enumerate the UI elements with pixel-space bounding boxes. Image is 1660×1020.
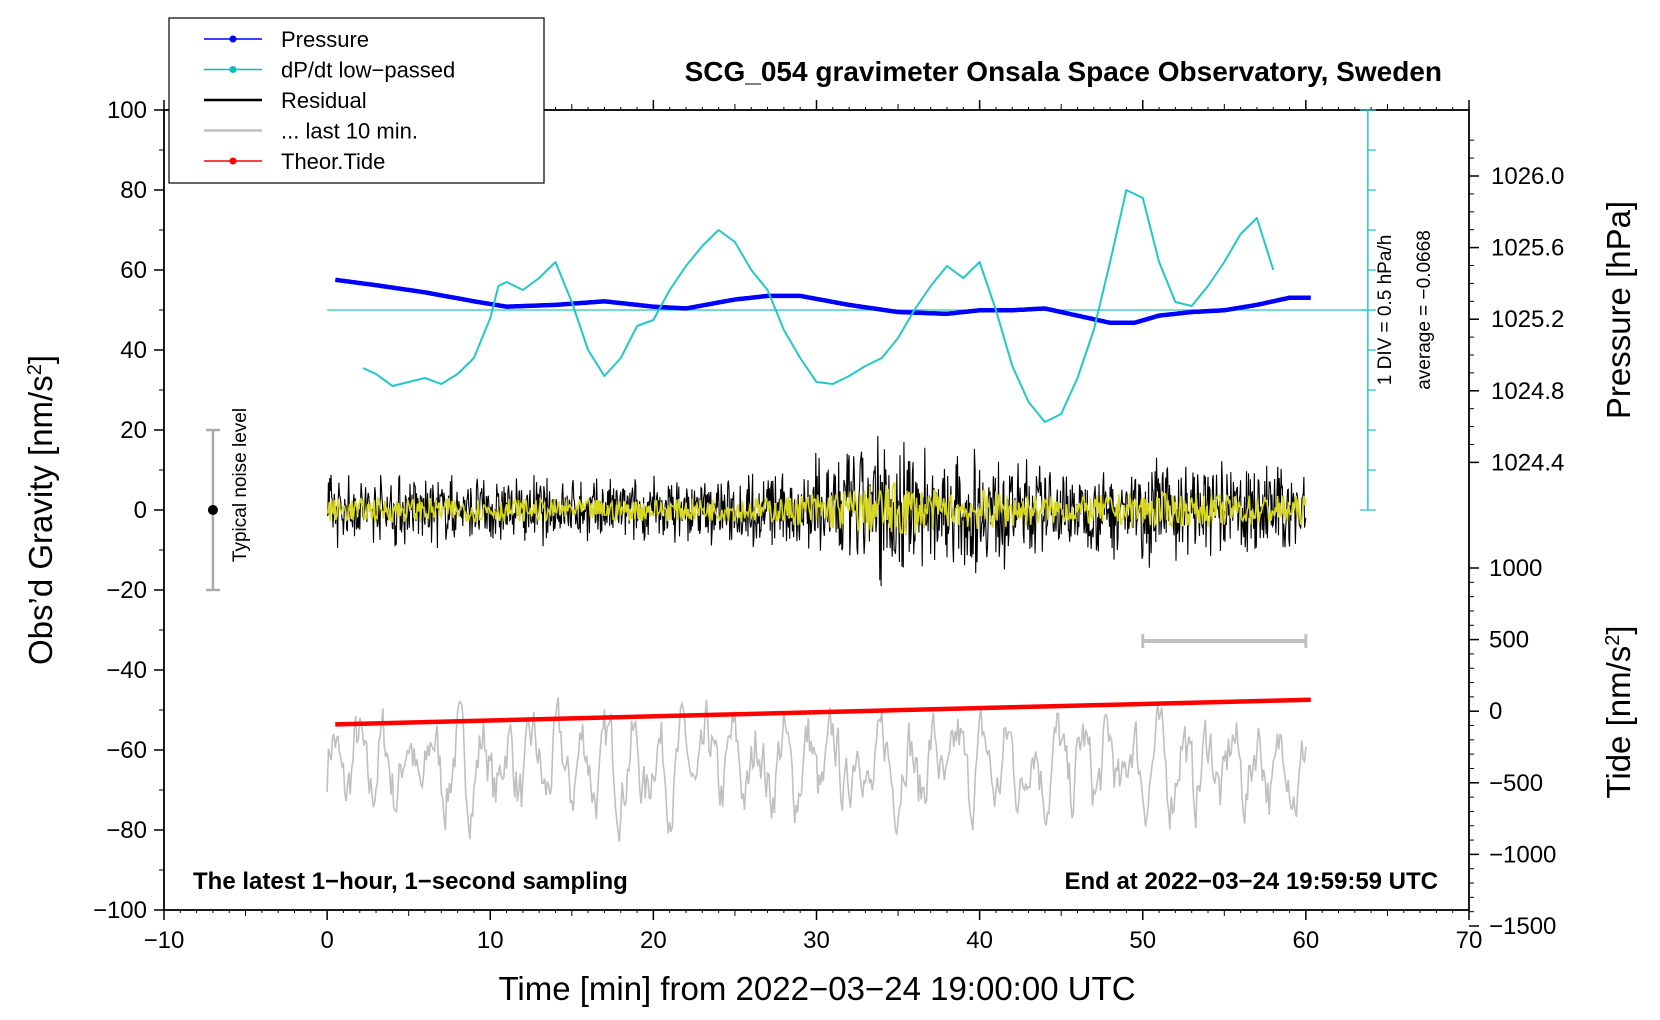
legend: Pressure dP/dt low−passed Residual ... last… bbox=[168, 17, 545, 184]
residual-smoothed-line bbox=[326, 482, 1307, 535]
series-layer bbox=[326, 189, 1368, 843]
tide-tick-label: 500 bbox=[1489, 627, 1529, 654]
y-axis-label-gravity-sup: 2 bbox=[24, 364, 46, 375]
axis-ticks: −10 0 10 20 30 40 50 60 70−100−80−60−40−20020406… bbox=[93, 97, 1564, 954]
last10-series-line bbox=[326, 697, 1307, 843]
tide-tick-label: −1500 bbox=[1489, 913, 1556, 940]
legend-marker bbox=[229, 157, 237, 165]
noise-level-label: Typical noise level bbox=[230, 408, 251, 562]
x-axis-label: Time [min] from 2022−03−24 19:00:00 UTC bbox=[498, 970, 1135, 1007]
tide-tick-label: −1000 bbox=[1489, 841, 1556, 868]
x-tick-label: 0 bbox=[320, 927, 333, 954]
tide-tick-label: 0 bbox=[1489, 698, 1502, 725]
tide-series-line bbox=[335, 697, 1311, 727]
chart-title: SCG_054 gravimeter Onsala Space Observat… bbox=[685, 56, 1442, 87]
y-axis-label-tide-sup: 2 bbox=[1602, 635, 1624, 646]
pressure-tick-label: 1025.6 bbox=[1491, 235, 1564, 262]
y-axis-label-gravity: Obs’d Gravity [nm/s2] bbox=[22, 355, 59, 665]
legend-label: Pressure bbox=[281, 27, 369, 52]
pressure-series-line bbox=[334, 277, 1312, 326]
y-tick-label: 100 bbox=[107, 97, 147, 124]
footer-right-label: End at 2022−03−24 19:59:59 UTC bbox=[1064, 868, 1438, 895]
legend-items: Pressure dP/dt low−passed Residual ... last… bbox=[204, 27, 455, 174]
y-tick-label: −40 bbox=[106, 657, 147, 684]
dpdt-average-annotation: average = −0.0668 bbox=[1414, 230, 1435, 390]
x-tick-label: 30 bbox=[803, 927, 830, 954]
legend-label: Theor.Tide bbox=[281, 149, 385, 174]
y-axis-label-gravity-end: ] bbox=[22, 355, 59, 364]
dpdt-scale-annotation: 1 DIV = 0.5 hPa/h bbox=[1375, 235, 1396, 386]
y-axis-label-pressure: Pressure [hPa] bbox=[1600, 201, 1637, 419]
pressure-tick-label: 1024.4 bbox=[1491, 449, 1564, 476]
noise-bar-center-dot bbox=[207, 505, 218, 515]
y-axis-label-tide-main: Tide [nm/s bbox=[1600, 646, 1637, 799]
y-tick-label: 60 bbox=[120, 257, 147, 284]
y-tick-label: 40 bbox=[120, 337, 147, 364]
y-tick-label: −80 bbox=[106, 817, 147, 844]
x-tick-label: 60 bbox=[1293, 927, 1320, 954]
tide-tick-label: −500 bbox=[1489, 770, 1543, 797]
y-axis-label-gravity-main: Obs’d Gravity [nm/s bbox=[22, 375, 59, 665]
y-tick-label: −60 bbox=[106, 737, 147, 764]
y-axis-label-tide: Tide [nm/s2] bbox=[1600, 625, 1637, 798]
x-tick-label: 40 bbox=[966, 927, 993, 954]
y-tick-label: −20 bbox=[106, 577, 147, 604]
dpdt-series-line bbox=[362, 189, 1275, 423]
y-tick-label: 80 bbox=[120, 177, 147, 204]
legend-marker bbox=[229, 66, 237, 73]
tide-tick-label: 1000 bbox=[1489, 555, 1542, 582]
pressure-tick-label: 1024.8 bbox=[1491, 378, 1564, 405]
legend-label: ... last 10 min. bbox=[281, 119, 418, 144]
x-tick-label: 10 bbox=[477, 927, 504, 954]
x-tick-label: −10 bbox=[144, 927, 185, 954]
footer-left-label: The latest 1−hour, 1−second sampling bbox=[193, 868, 628, 895]
x-tick-label: 20 bbox=[640, 927, 667, 954]
overlay-layer bbox=[205, 109, 1376, 648]
y-axis-label-tide-end: ] bbox=[1600, 625, 1637, 634]
legend-label: Residual bbox=[281, 88, 367, 113]
y-tick-label: 20 bbox=[120, 417, 147, 444]
x-tick-label: 50 bbox=[1129, 927, 1156, 954]
pressure-tick-label: 1026.0 bbox=[1491, 163, 1564, 190]
x-tick-label: 70 bbox=[1456, 927, 1483, 954]
legend-label: dP/dt low−passed bbox=[281, 58, 455, 83]
y-tick-label: −100 bbox=[93, 897, 147, 924]
y-tick-label: 0 bbox=[134, 497, 147, 524]
pressure-tick-label: 1025.2 bbox=[1491, 306, 1564, 333]
legend-marker bbox=[229, 35, 237, 43]
